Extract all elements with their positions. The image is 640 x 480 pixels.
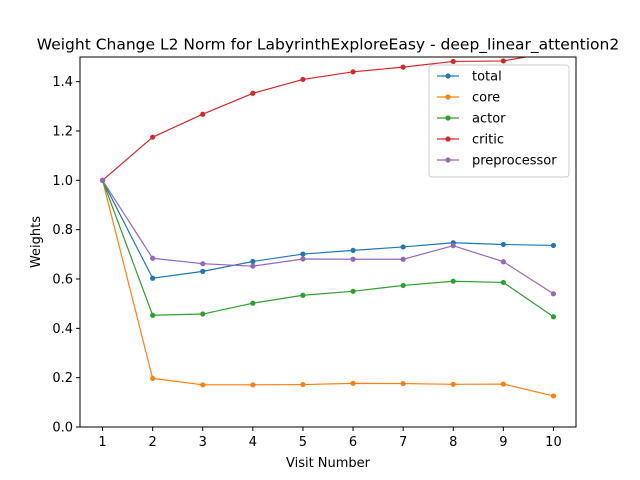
x-tick-label: 1 <box>98 435 106 450</box>
x-axis-title: Visit Number <box>286 456 371 471</box>
data-point-core <box>350 380 356 386</box>
data-point-critic <box>300 76 306 83</box>
data-point-total <box>300 251 306 257</box>
data-point-critic <box>450 58 456 65</box>
data-point-actor <box>200 311 206 317</box>
data-point-preprocessor <box>450 243 456 249</box>
data-point-actor <box>350 288 356 294</box>
data-point-critic <box>400 64 406 70</box>
y-axis-title: Weights <box>29 216 44 268</box>
data-point-critic <box>350 69 356 75</box>
chart-title: Weight Change L2 Norm for LabyrinthExplo… <box>37 36 619 55</box>
legend-swatch-marker <box>445 115 451 121</box>
x-tick-label: 5 <box>299 435 307 450</box>
y-tick-label: 0.0 <box>52 421 73 436</box>
data-point-actor <box>500 279 506 286</box>
plot-frame <box>79 56 577 428</box>
data-point-preprocessor <box>400 256 406 262</box>
legend-label: total <box>472 70 502 85</box>
data-point-critic <box>250 90 256 96</box>
y-tick-label: 0.8 <box>52 223 73 238</box>
series-layer <box>99 57 557 399</box>
series-line-actor <box>101 180 554 318</box>
x-tick-label: 6 <box>349 435 357 450</box>
data-point-preprocessor <box>250 263 256 269</box>
x-tick-label: 8 <box>449 435 457 450</box>
x-tick-label: 10 <box>545 435 562 450</box>
series-critic <box>99 57 530 183</box>
legend-item-core: core <box>437 91 500 106</box>
series-actor <box>99 177 557 320</box>
legend-swatch-marker <box>445 73 451 79</box>
data-point-core <box>250 382 256 388</box>
y-tick-label: 0.6 <box>52 273 73 288</box>
x-tick-label: 9 <box>499 435 507 450</box>
legend-swatch-marker <box>445 136 451 142</box>
x-tick-label: 7 <box>399 435 407 450</box>
data-point-total <box>350 247 356 253</box>
series-total <box>99 177 557 281</box>
y-tick-label: 0.4 <box>52 322 73 337</box>
y-axis: 0.0 0.2 0.4 0.6 0.8 1.0 1.2 1.4 <box>52 75 80 436</box>
legend: total core actor critic preprocessor <box>428 64 570 178</box>
data-point-preprocessor <box>99 177 106 183</box>
data-point-core <box>400 380 406 387</box>
data-point-total <box>150 275 156 281</box>
data-point-total <box>250 258 256 265</box>
legend-item-total: total <box>437 70 502 85</box>
data-point-core <box>200 382 206 388</box>
data-point-core <box>450 381 456 387</box>
legend-label: preprocessor <box>472 154 557 169</box>
y-tick-label: 1.4 <box>52 75 73 90</box>
series-line-critic <box>102 57 530 181</box>
series-line-core <box>101 180 554 397</box>
data-point-critic <box>150 134 156 140</box>
data-point-total <box>200 268 206 274</box>
series-preprocessor <box>99 177 557 297</box>
data-point-actor <box>150 312 156 318</box>
data-point-total <box>550 242 557 249</box>
x-tick-label: 3 <box>199 435 207 450</box>
legend-label: core <box>472 91 500 106</box>
series-core <box>99 177 557 399</box>
legend-box <box>428 64 570 178</box>
data-point-actor <box>550 314 557 320</box>
data-point-critic <box>200 111 206 117</box>
legend-item-actor: actor <box>437 112 506 127</box>
data-point-core <box>300 381 306 388</box>
legend-item-critic: critic <box>437 133 504 148</box>
data-point-actor <box>300 292 306 298</box>
data-point-actor <box>250 300 256 306</box>
y-tick-label: 1.0 <box>52 174 73 189</box>
data-point-preprocessor <box>500 259 506 265</box>
legend-swatch-marker <box>445 94 451 100</box>
data-point-actor <box>450 278 456 284</box>
y-tick-label: 1.2 <box>52 125 73 140</box>
data-point-preprocessor <box>300 256 306 262</box>
data-point-actor <box>400 282 406 289</box>
data-point-preprocessor <box>150 255 156 261</box>
data-point-preprocessor <box>350 256 356 262</box>
series-line-preprocessor <box>102 180 554 295</box>
legend-item-preprocessor: preprocessor <box>437 154 557 169</box>
x-axis: 1 2 3 4 5 6 7 8 9 10 <box>98 427 562 450</box>
data-point-core <box>150 375 156 382</box>
data-point-preprocessor <box>550 291 557 297</box>
x-tick-label: 2 <box>149 435 157 450</box>
series-line-total <box>102 180 554 279</box>
legend-label: actor <box>472 112 506 127</box>
data-point-core <box>500 381 506 387</box>
data-point-core <box>550 393 557 399</box>
data-point-total <box>500 241 506 248</box>
legend-label: critic <box>472 133 504 148</box>
x-tick-label: 4 <box>249 435 257 450</box>
legend-swatch-marker <box>445 157 451 163</box>
data-point-preprocessor <box>200 261 206 267</box>
data-point-total <box>400 244 406 250</box>
data-point-critic <box>500 58 506 64</box>
y-tick-label: 0.2 <box>52 371 73 386</box>
